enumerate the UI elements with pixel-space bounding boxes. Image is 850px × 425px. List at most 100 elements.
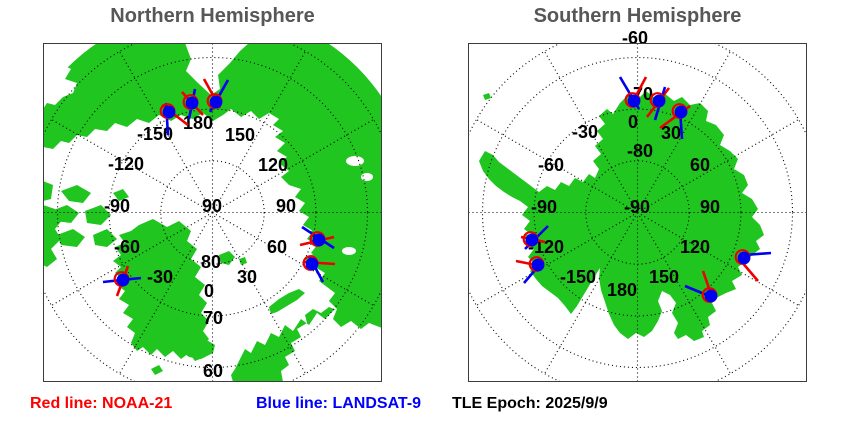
meridian-line [212,212,374,306]
landmass [479,91,764,341]
satellite-markers [102,78,336,297]
legend-red-line-noaa-21: Red line: NOAA-21 [30,395,173,412]
graticule-label: -120 [108,154,144,174]
graticule-label: 90 [202,196,222,216]
landmass [483,93,491,100]
latitude-ring [533,108,742,317]
satellite-marker [520,225,549,250]
graticule-label: -60 [622,28,648,48]
graticule-label: 30 [237,267,257,287]
meridian-line [544,212,638,374]
graticule-label: 120 [258,155,288,175]
landmass [43,43,382,329]
meridian-line [637,212,799,306]
landmass [113,219,209,361]
satellite-marker [102,265,142,297]
landsat-9-position-dot [531,258,545,272]
landsat-9-position-dot [627,94,641,108]
legend-blue-line-landsat-9: Blue line: LANDSAT-9 [256,395,422,412]
southern-hemisphere-map: -60-700-30 30-80-60 60-90 -90 90-120 120-150 1… [468,28,807,382]
landmass [85,205,111,225]
satellite-marker [659,103,691,140]
meridian-line [51,212,213,306]
landsat-9-position-dot [652,94,666,108]
satellite-marker [302,255,336,283]
graticule-label: 150 [225,125,255,145]
graticule-label: 0 [204,281,214,301]
graticule-label: 90 [700,197,720,217]
lake [346,156,364,166]
meridian-line [544,51,638,213]
graticule-label: -90 [531,197,557,217]
meridian-line [51,119,213,213]
satellite-markers [515,76,772,303]
graticule-label: 0 [628,112,638,132]
landmass [57,229,85,247]
satellite-marker [515,256,545,284]
graticule-label: 30 [661,123,681,143]
satellite-marker [159,102,189,136]
graticule-label: 70 [203,308,223,328]
graticule-label: 60 [267,237,287,257]
graticule-label: -90 [104,196,130,216]
map-frame [43,43,382,382]
meridian-line [637,119,799,213]
latitude-ring [585,160,690,265]
landmass [43,205,63,267]
meridian-line [476,212,638,306]
meridian-line [119,51,213,213]
latitude-ring [56,56,369,369]
landmass [219,251,235,265]
satellite-marker [618,76,648,110]
graticule-label: -150 [137,124,173,144]
meridian-line [212,119,374,213]
meridian-line [637,51,731,213]
lake [342,247,356,255]
graticule-label: -150 [560,267,596,287]
map-title-southern-hemisphere: Southern Hemisphere [533,5,742,27]
satellite-marker [645,86,671,121]
graticule-label: 60 [690,155,710,175]
landmass [151,365,163,375]
latitude-ring [481,56,794,369]
meridian-line [476,119,638,213]
landsat-9-position-dot [185,96,199,110]
landsat-9-position-dot [525,233,539,247]
graticule-label: -90 [624,197,650,217]
landsat-9-position-dot [312,233,326,247]
lake [361,173,373,181]
landsat-9-position-dot [674,105,688,119]
graticule-label: 90 [276,196,296,216]
landmass [93,229,117,247]
meridian-line [637,212,731,374]
graticule-label: -30 [147,267,173,287]
map-frame [468,43,807,382]
graticule [43,43,382,382]
graticule-label: -80 [627,141,653,161]
graticule-label: 150 [649,267,679,287]
landmass [43,181,53,201]
satellite-marker [299,225,335,250]
map-title-northern-hemisphere: Northern Hemisphere [110,5,315,27]
landsat-9-position-dot [305,257,319,271]
landsat-9-position-dot [209,95,223,109]
latitude-ring [108,108,317,317]
landmass [231,307,345,382]
graticule-label: -60 [538,155,564,175]
satellite-marker [202,78,230,113]
meridian-line [212,51,306,213]
northern-hemisphere-map: 180-150 150-120 120-90 90 90-60 60-30 30800706… [43,43,382,382]
graticule [468,43,807,382]
satellite-marker [684,270,718,303]
graticule-label: 60 [203,361,223,381]
landsat-9-position-dot [116,273,130,287]
landmass [113,189,129,201]
graticule-label: 180 [607,280,637,300]
graticule-label: 120 [680,237,710,257]
graticule-labels: 180-150 150-120 120-90 90 90-60 60-30 30800706… [104,113,296,381]
landsat-9-position-dot [162,105,176,119]
satellite-marker [734,249,772,282]
landsat-9-position-dot [704,289,718,303]
landmass [269,289,305,314]
satellite-marker [181,88,204,120]
